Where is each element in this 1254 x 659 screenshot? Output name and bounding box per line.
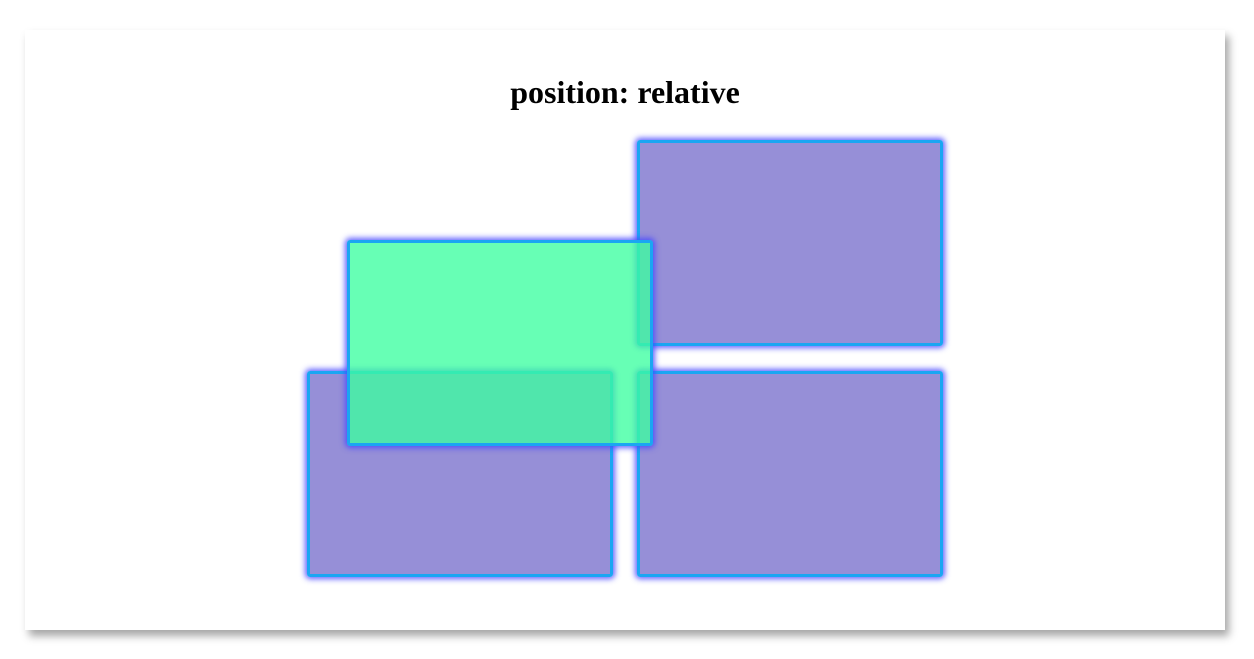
relative-positioned-box bbox=[347, 240, 653, 446]
page-title: position: relative bbox=[510, 74, 740, 110]
static-box-2 bbox=[637, 140, 943, 346]
static-box-3 bbox=[637, 371, 943, 577]
demo-panel: position: relative bbox=[25, 30, 1225, 630]
